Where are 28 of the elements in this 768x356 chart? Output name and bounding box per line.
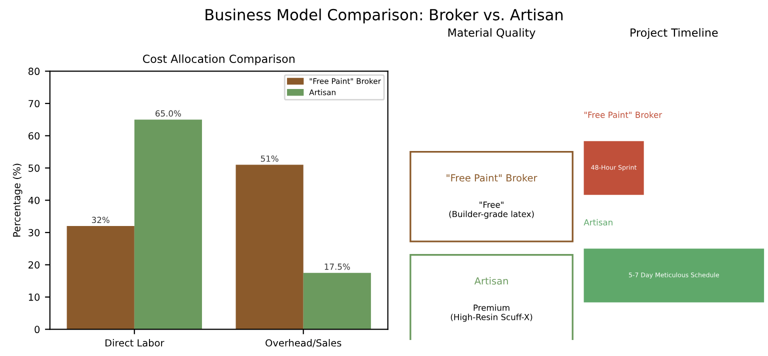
y-tick-label: 30 [28,228,40,236]
y-tick-label: 60 [28,132,40,140]
y-tick-label: 80 [28,68,40,76]
bar [134,120,202,330]
category-label: Artisan [474,277,508,285]
y-tick-label: 40 [28,196,40,204]
y-tick-label: 10 [28,294,40,301]
bar [303,272,371,330]
bar [66,226,134,330]
chart-title: Project Timeline [630,28,718,39]
text: Premium (High-Resin Scuff-X) [450,304,532,322]
category-label: "Free Paint" Broker [446,174,538,182]
text: Material Quality [448,28,536,39]
y-tick-label: 50 [28,164,40,172]
chart-title: Cost Allocation Comparison [142,54,294,66]
x-tick-label: Direct Labor [106,339,164,347]
y-tick-label: 70 [28,100,40,108]
data-label: 65.0% [156,110,181,117]
y-axis-title: Percentage (%) [12,164,22,237]
x-tick-label: Overhead/Sales [266,339,342,348]
bar [236,164,304,330]
data-label: 17.5% [324,264,350,270]
text: "Free" (Builder-grade latex) [449,202,534,219]
data-label: 32% [92,216,110,224]
data-label: 51% [260,155,278,162]
text: Business Model Comparison: Broker vs. Artisan [206,8,563,24]
y-tick-label: 20 [28,261,40,269]
y-tick-label: 0 [34,326,40,334]
